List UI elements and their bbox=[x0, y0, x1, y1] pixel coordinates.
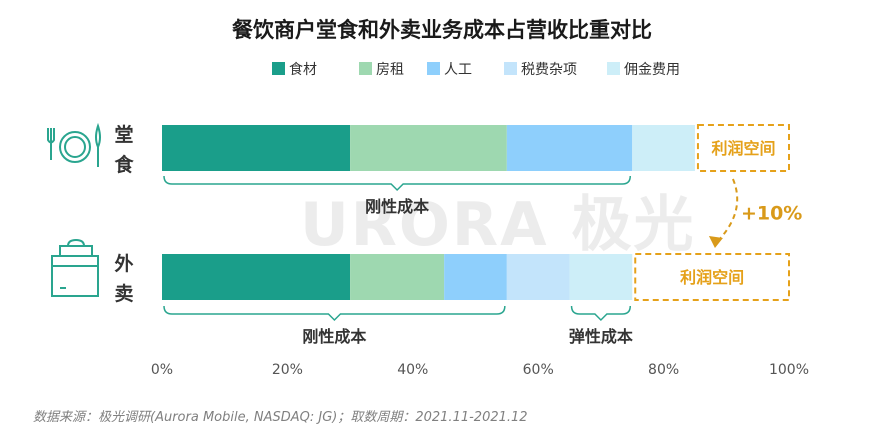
legend-swatch bbox=[427, 62, 440, 75]
legend-swatch bbox=[359, 62, 372, 75]
profit-label: 利润空间 bbox=[711, 139, 775, 158]
profit-label: 利润空间 bbox=[680, 268, 744, 287]
legend-label: 佣金费用 bbox=[624, 62, 680, 78]
bar-segment bbox=[632, 125, 695, 171]
brace bbox=[570, 305, 631, 322]
category-icons bbox=[47, 122, 101, 297]
watermark: URORA 极光 bbox=[300, 190, 695, 260]
x-tick-label: 20% bbox=[272, 362, 303, 378]
brace bbox=[163, 305, 506, 322]
x-tick-label: 40% bbox=[397, 362, 428, 378]
bar-segment bbox=[444, 254, 507, 300]
chart-title: 餐饮商户堂食和外卖业务成本占营收比重对比 bbox=[232, 18, 652, 42]
legend-swatch bbox=[272, 62, 285, 75]
x-axis: 0% 20% 40% 60% 80% 100% bbox=[151, 362, 809, 378]
brace-label: 刚性成本 bbox=[365, 197, 429, 216]
x-tick-label: 60% bbox=[523, 362, 554, 378]
takeout-box-icon bbox=[51, 238, 99, 297]
bar-segment bbox=[162, 125, 351, 171]
legend-swatch bbox=[504, 62, 517, 75]
profit-change-arrow bbox=[714, 178, 739, 245]
bars bbox=[162, 125, 695, 300]
legend: 食材 房租 人工 税费杂项 佣金费用 bbox=[272, 61, 680, 78]
brace-label: 弹性成本 bbox=[569, 327, 633, 346]
arrow-head bbox=[708, 236, 723, 248]
x-tick-label: 100% bbox=[769, 362, 809, 378]
bar-segment bbox=[506, 125, 633, 171]
bar-segment bbox=[569, 254, 633, 300]
bar-segment bbox=[162, 254, 351, 300]
x-tick-label: 80% bbox=[648, 362, 679, 378]
plate-fork-knife-icon bbox=[47, 122, 101, 167]
profit-box bbox=[696, 124, 791, 172]
legend-swatch bbox=[607, 62, 620, 75]
legend-label: 人工 bbox=[444, 62, 472, 78]
bar-segment bbox=[350, 125, 507, 171]
brace bbox=[163, 175, 631, 192]
source-note: 数据来源：极光调研(Aurora Mobile, NASDAQ: JG)；取数周… bbox=[33, 410, 528, 425]
category-label: 外卖 bbox=[114, 252, 133, 305]
legend-label: 食材 bbox=[289, 61, 317, 78]
x-tick-label: 0% bbox=[151, 362, 173, 378]
bar-segment bbox=[350, 254, 445, 300]
brace-label: 刚性成本 bbox=[302, 327, 366, 346]
category-label: 堂食 bbox=[114, 124, 134, 176]
legend-label: 房租 bbox=[376, 62, 404, 78]
bar-segment bbox=[506, 254, 570, 300]
legend-label: 税费杂项 bbox=[521, 62, 577, 78]
profit-change-label: +10% bbox=[741, 203, 802, 225]
